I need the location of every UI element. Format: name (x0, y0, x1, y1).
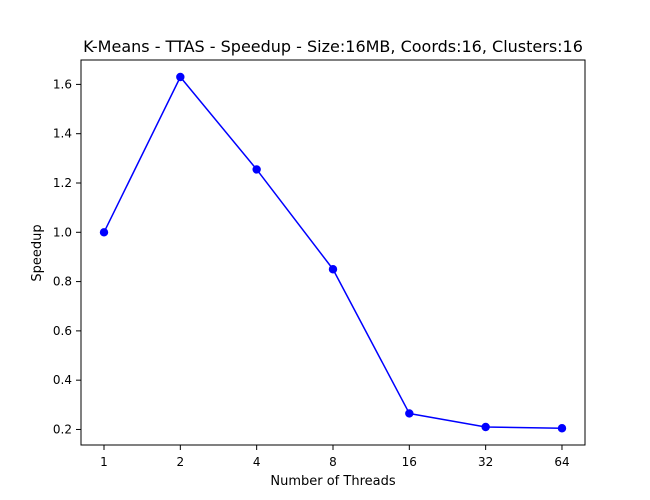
x-axis: 1 2 4 8 16 32 64 (100, 445, 570, 469)
y-tick-label: 1.6 (53, 77, 72, 91)
x-tick-label: 32 (478, 455, 493, 469)
data-point (252, 165, 261, 174)
y-tick-label: 1.0 (53, 225, 72, 239)
data-point (176, 72, 185, 82)
x-tick-label: 4 (253, 455, 261, 469)
y-tick-label: 0.6 (53, 324, 72, 338)
x-tick-label: 1 (100, 455, 108, 469)
data-point (557, 424, 567, 433)
series-layer (99, 72, 567, 433)
y-tick-label: 0.4 (53, 373, 72, 387)
data-point (481, 422, 490, 432)
y-axis: 0.2 0.4 0.6 0.8 1.0 1.2 1.4 1.6 (53, 77, 81, 436)
x-tick-label: 64 (554, 455, 569, 469)
y-tick-label: 0.2 (53, 422, 72, 436)
x-axis-label: Number of Threads (270, 474, 395, 489)
y-tick-label: 1.2 (53, 176, 72, 190)
chart-title: K-Means - TTAS - Speedup - Size:16MB, Co… (83, 37, 583, 56)
y-axis-label: Speedup (30, 224, 45, 281)
x-tick-label: 16 (402, 455, 417, 469)
x-tick-label: 8 (329, 455, 337, 469)
y-tick-label: 1.4 (53, 127, 72, 141)
data-point (328, 265, 338, 274)
x-tick-label: 2 (177, 455, 185, 469)
data-point (405, 409, 414, 418)
data-point (99, 228, 109, 237)
y-tick-label: 0.8 (53, 275, 72, 289)
